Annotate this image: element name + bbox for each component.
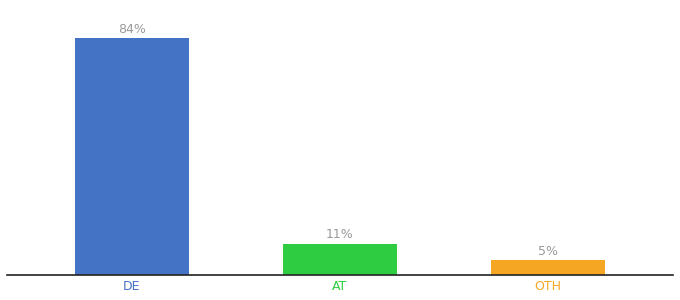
Text: 5%: 5%	[538, 245, 558, 258]
Bar	[283, 244, 397, 274]
Bar	[491, 260, 605, 274]
Text: 11%: 11%	[326, 228, 354, 241]
Bar	[75, 38, 189, 274]
Text: 84%: 84%	[118, 23, 146, 36]
